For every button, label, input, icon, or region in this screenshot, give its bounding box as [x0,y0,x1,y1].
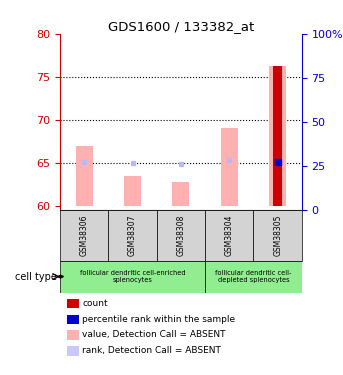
Bar [205,261,302,292]
Text: GSM38307: GSM38307 [128,214,137,256]
Bar [76,146,93,206]
Bar [60,210,108,261]
Title: GDS1600 / 133382_at: GDS1600 / 133382_at [108,20,254,33]
Text: value, Detection Call = ABSENT: value, Detection Call = ABSENT [82,330,226,339]
Text: GSM38304: GSM38304 [225,214,234,256]
Text: GSM38308: GSM38308 [176,214,186,256]
Bar [157,210,205,261]
Text: GSM38305: GSM38305 [273,214,282,256]
Text: follicular dendritic cell-enriched
splenocytes: follicular dendritic cell-enriched splen… [80,270,185,283]
Bar [221,128,238,206]
Text: GSM38306: GSM38306 [80,214,89,256]
Bar [124,176,141,206]
Bar [108,210,157,261]
Text: rank, Detection Call = ABSENT: rank, Detection Call = ABSENT [82,346,221,355]
Bar [60,261,205,292]
Bar [253,210,302,261]
Text: count: count [82,299,108,308]
Bar [205,210,253,261]
Bar [273,66,282,206]
Bar [173,183,189,206]
Text: cell type: cell type [15,272,57,282]
Text: percentile rank within the sample: percentile rank within the sample [82,315,235,324]
Bar [269,66,286,206]
Text: follicular dendritic cell-
depleted splenocytes: follicular dendritic cell- depleted sple… [215,270,292,283]
